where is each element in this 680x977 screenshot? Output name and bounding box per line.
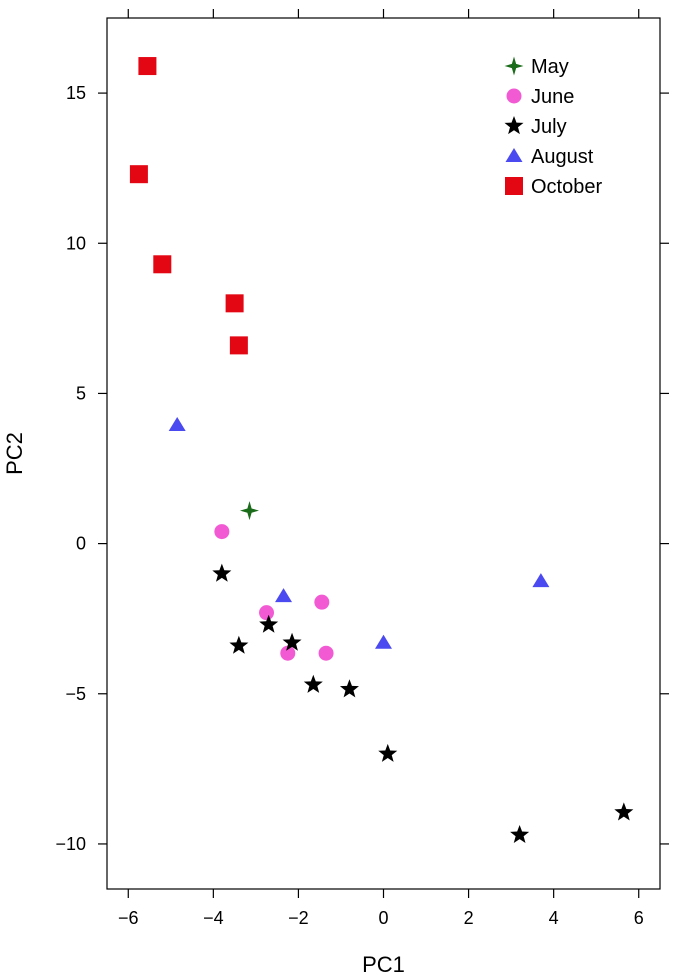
point-august xyxy=(275,588,293,603)
point-july xyxy=(259,614,279,633)
legend-item-may: May xyxy=(504,56,569,78)
data-points xyxy=(129,57,634,844)
point-july xyxy=(229,635,249,654)
legend: May June July August October xyxy=(504,56,602,198)
legend-label: July xyxy=(531,116,567,138)
x-tick-label: −4 xyxy=(203,908,224,928)
series-august xyxy=(168,416,550,649)
point-july xyxy=(510,824,530,844)
series-may xyxy=(240,501,259,521)
legend-marker-october xyxy=(505,177,523,195)
point-june xyxy=(280,645,296,661)
point-july xyxy=(614,802,634,821)
series-july xyxy=(212,563,634,844)
point-july xyxy=(282,632,302,651)
legend-marker-august xyxy=(505,148,523,162)
y-tick-label: 0 xyxy=(76,534,86,554)
series-june xyxy=(214,524,334,661)
legend-marker-july xyxy=(504,116,524,135)
legend-label: October xyxy=(531,176,602,198)
x-tick-label: −2 xyxy=(288,908,309,928)
legend-label: May xyxy=(531,56,569,78)
legend-marker-june xyxy=(506,88,522,104)
x-tick-label: 4 xyxy=(549,908,559,928)
x-tick-label: 2 xyxy=(464,908,474,928)
legend-item-july: July xyxy=(504,116,567,138)
x-tick-label: 6 xyxy=(634,908,644,928)
y-tick-label: 15 xyxy=(66,83,86,103)
legend-label: June xyxy=(531,86,574,108)
point-july xyxy=(303,674,323,693)
y-axis-label: PC2 xyxy=(2,432,27,475)
point-june xyxy=(318,645,334,661)
legend-item-june: June xyxy=(506,86,574,108)
point-may xyxy=(240,501,259,521)
point-october xyxy=(153,255,172,274)
legend-item-august: August xyxy=(505,146,594,168)
y-tick-label: 5 xyxy=(76,383,86,403)
legend-label: August xyxy=(531,146,594,168)
point-october xyxy=(138,57,157,76)
point-october xyxy=(229,336,248,355)
point-august xyxy=(168,416,186,431)
point-october xyxy=(225,294,244,313)
x-tick-label: 0 xyxy=(378,908,388,928)
legend-item-october: October xyxy=(505,176,602,198)
point-july xyxy=(212,563,232,582)
point-july xyxy=(378,743,398,762)
point-june xyxy=(214,524,230,540)
point-august xyxy=(375,634,392,649)
series-october xyxy=(129,57,248,355)
point-october xyxy=(129,165,148,184)
point-august xyxy=(532,573,550,588)
legend-marker-may xyxy=(504,56,524,76)
y-tick-label: −10 xyxy=(55,834,86,854)
point-july xyxy=(339,679,359,698)
point-june xyxy=(259,605,275,621)
x-axis-ticks: −6 −4 −2 0 2 4 6 xyxy=(118,9,644,928)
x-tick-label: −6 xyxy=(118,908,139,928)
y-tick-label: 10 xyxy=(66,233,86,253)
point-june xyxy=(314,594,330,610)
y-axis-ticks: −10 −5 0 5 10 15 xyxy=(55,83,669,854)
x-axis-label: PC1 xyxy=(362,952,405,977)
y-tick-label: −5 xyxy=(65,684,86,704)
